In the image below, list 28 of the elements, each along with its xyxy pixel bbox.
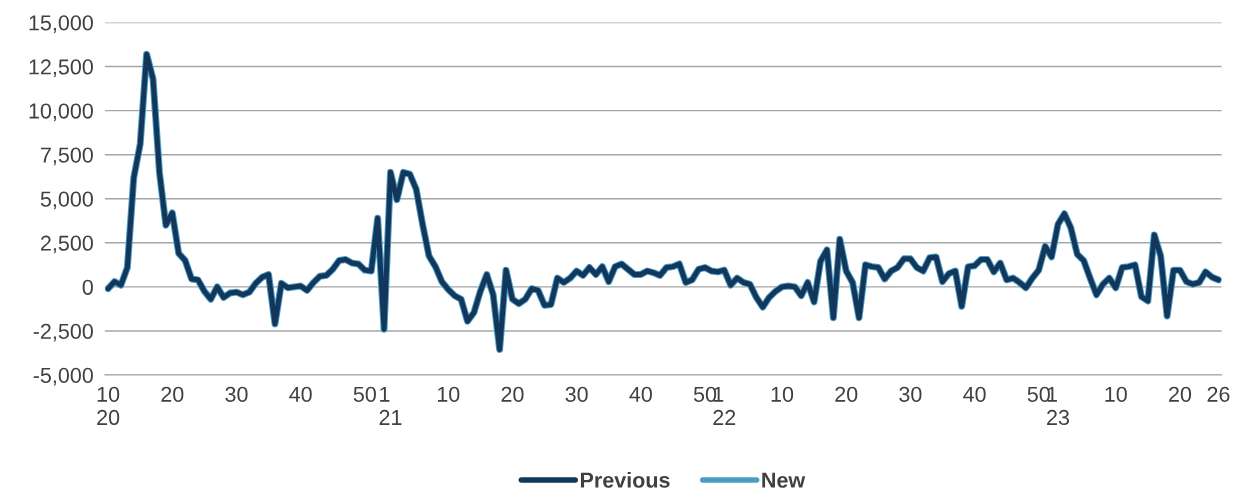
y-tick-label: 12,500 xyxy=(29,59,93,78)
legend-label: New xyxy=(762,472,806,488)
x-tick-label: 1 21 xyxy=(379,386,402,425)
x-tick-label: 50 xyxy=(353,386,376,402)
x-tick-label: 40 xyxy=(289,386,312,402)
x-tick-label: 10 xyxy=(1105,386,1127,402)
x-tick-label: 20 xyxy=(161,386,184,402)
x-tick-label: 30 xyxy=(565,386,588,402)
x-tick-label: 20 xyxy=(501,386,524,402)
x-tick-label: 10 xyxy=(437,386,460,402)
y-tick-label: 0 xyxy=(82,279,93,295)
y-tick-label: -2,500 xyxy=(33,323,93,342)
y-tick-label: 5,000 xyxy=(40,191,93,210)
x-tick-label: 26 xyxy=(1207,386,1230,402)
y-tick-label: 10,000 xyxy=(29,103,93,122)
x-tick-label: 20 xyxy=(1169,386,1192,402)
y-tick-label: 7,500 xyxy=(41,147,93,166)
x-tick-label: 10 20 xyxy=(97,386,120,426)
x-tick-label: 30 xyxy=(225,386,248,402)
y-tick-label: 15,000 xyxy=(29,15,93,34)
legend-label: Previous xyxy=(580,471,670,488)
x-tick-label: 10 xyxy=(771,386,794,402)
x-tick-label: 30 xyxy=(899,386,922,402)
y-tick-label: -5,000 xyxy=(33,367,93,386)
x-tick-label: 20 xyxy=(835,386,858,402)
x-tick-label: 40 xyxy=(629,386,652,402)
y-tick-label: 2,500 xyxy=(41,235,93,254)
x-tick-label: 40 xyxy=(963,386,986,402)
